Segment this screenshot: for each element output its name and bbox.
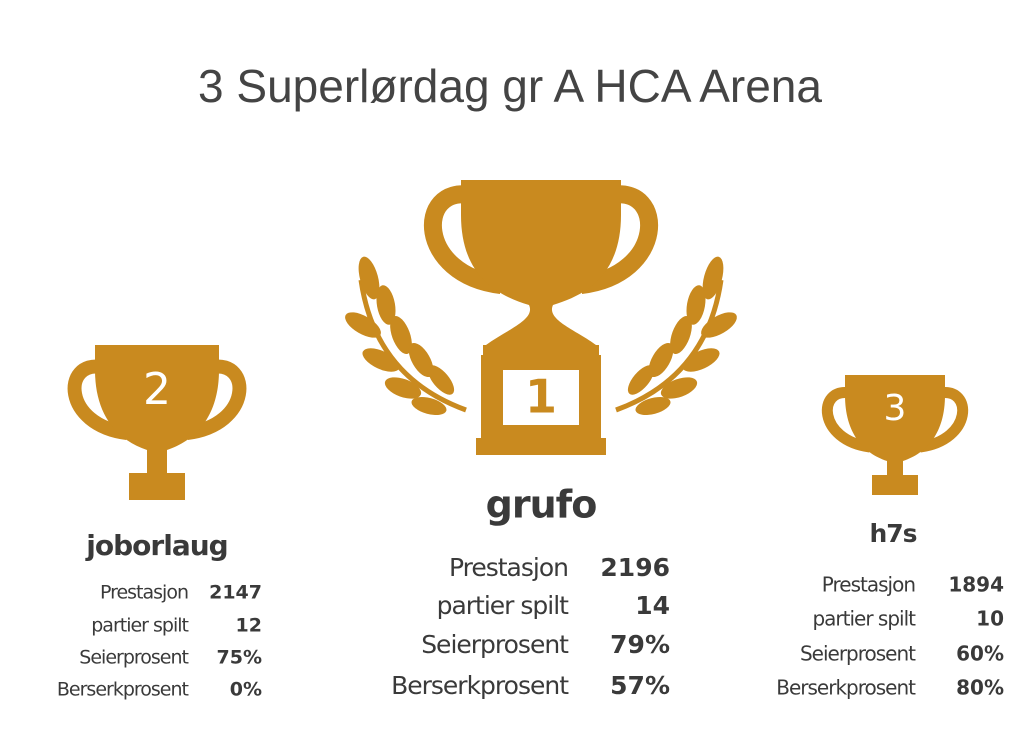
stat-value: 79% xyxy=(610,630,670,659)
stat-label: Prestasjon xyxy=(822,573,915,597)
stat-value: 0% xyxy=(230,679,262,701)
stat-value: 14 xyxy=(635,591,670,620)
stat-label: Seierprosent xyxy=(421,630,569,659)
stat-label: Berserkprosent xyxy=(391,671,569,700)
rank-number: 1 xyxy=(525,370,557,424)
stat-value: 75% xyxy=(217,647,262,669)
stat-value: 1894 xyxy=(948,573,1004,597)
stat-label: partier spilt xyxy=(812,607,916,631)
rank-number: 2 xyxy=(143,364,171,415)
stat-label: Prestasjon xyxy=(100,582,188,604)
stat-value: 57% xyxy=(610,671,670,700)
stat-label: Prestasjon xyxy=(449,553,568,582)
stat-value: 80% xyxy=(956,676,1004,700)
player-name: h7s xyxy=(869,519,916,548)
stat-label: Seierprosent xyxy=(79,647,188,669)
trophy-third xyxy=(821,375,969,495)
stat-label: partier spilt xyxy=(91,615,188,637)
stat-value: 2147 xyxy=(209,582,262,604)
stat-label: Berserkprosent xyxy=(57,679,189,701)
trophy-first xyxy=(345,180,737,455)
stat-label: Berserkprosent xyxy=(776,676,916,700)
rank-number: 3 xyxy=(884,388,907,429)
player-name: joborlaug xyxy=(85,529,227,562)
stat-value: 12 xyxy=(236,615,262,637)
trophy-second xyxy=(67,345,247,500)
stat-value: 60% xyxy=(956,642,1004,666)
stat-label: partier spilt xyxy=(437,591,570,620)
player-name: grufo xyxy=(486,483,597,527)
stat-value: 10 xyxy=(976,607,1004,631)
stat-value: 2196 xyxy=(600,553,670,582)
stat-label: Seierprosent xyxy=(800,642,916,666)
page-title: 3 Superlørdag gr A HCA Arena xyxy=(198,60,822,112)
